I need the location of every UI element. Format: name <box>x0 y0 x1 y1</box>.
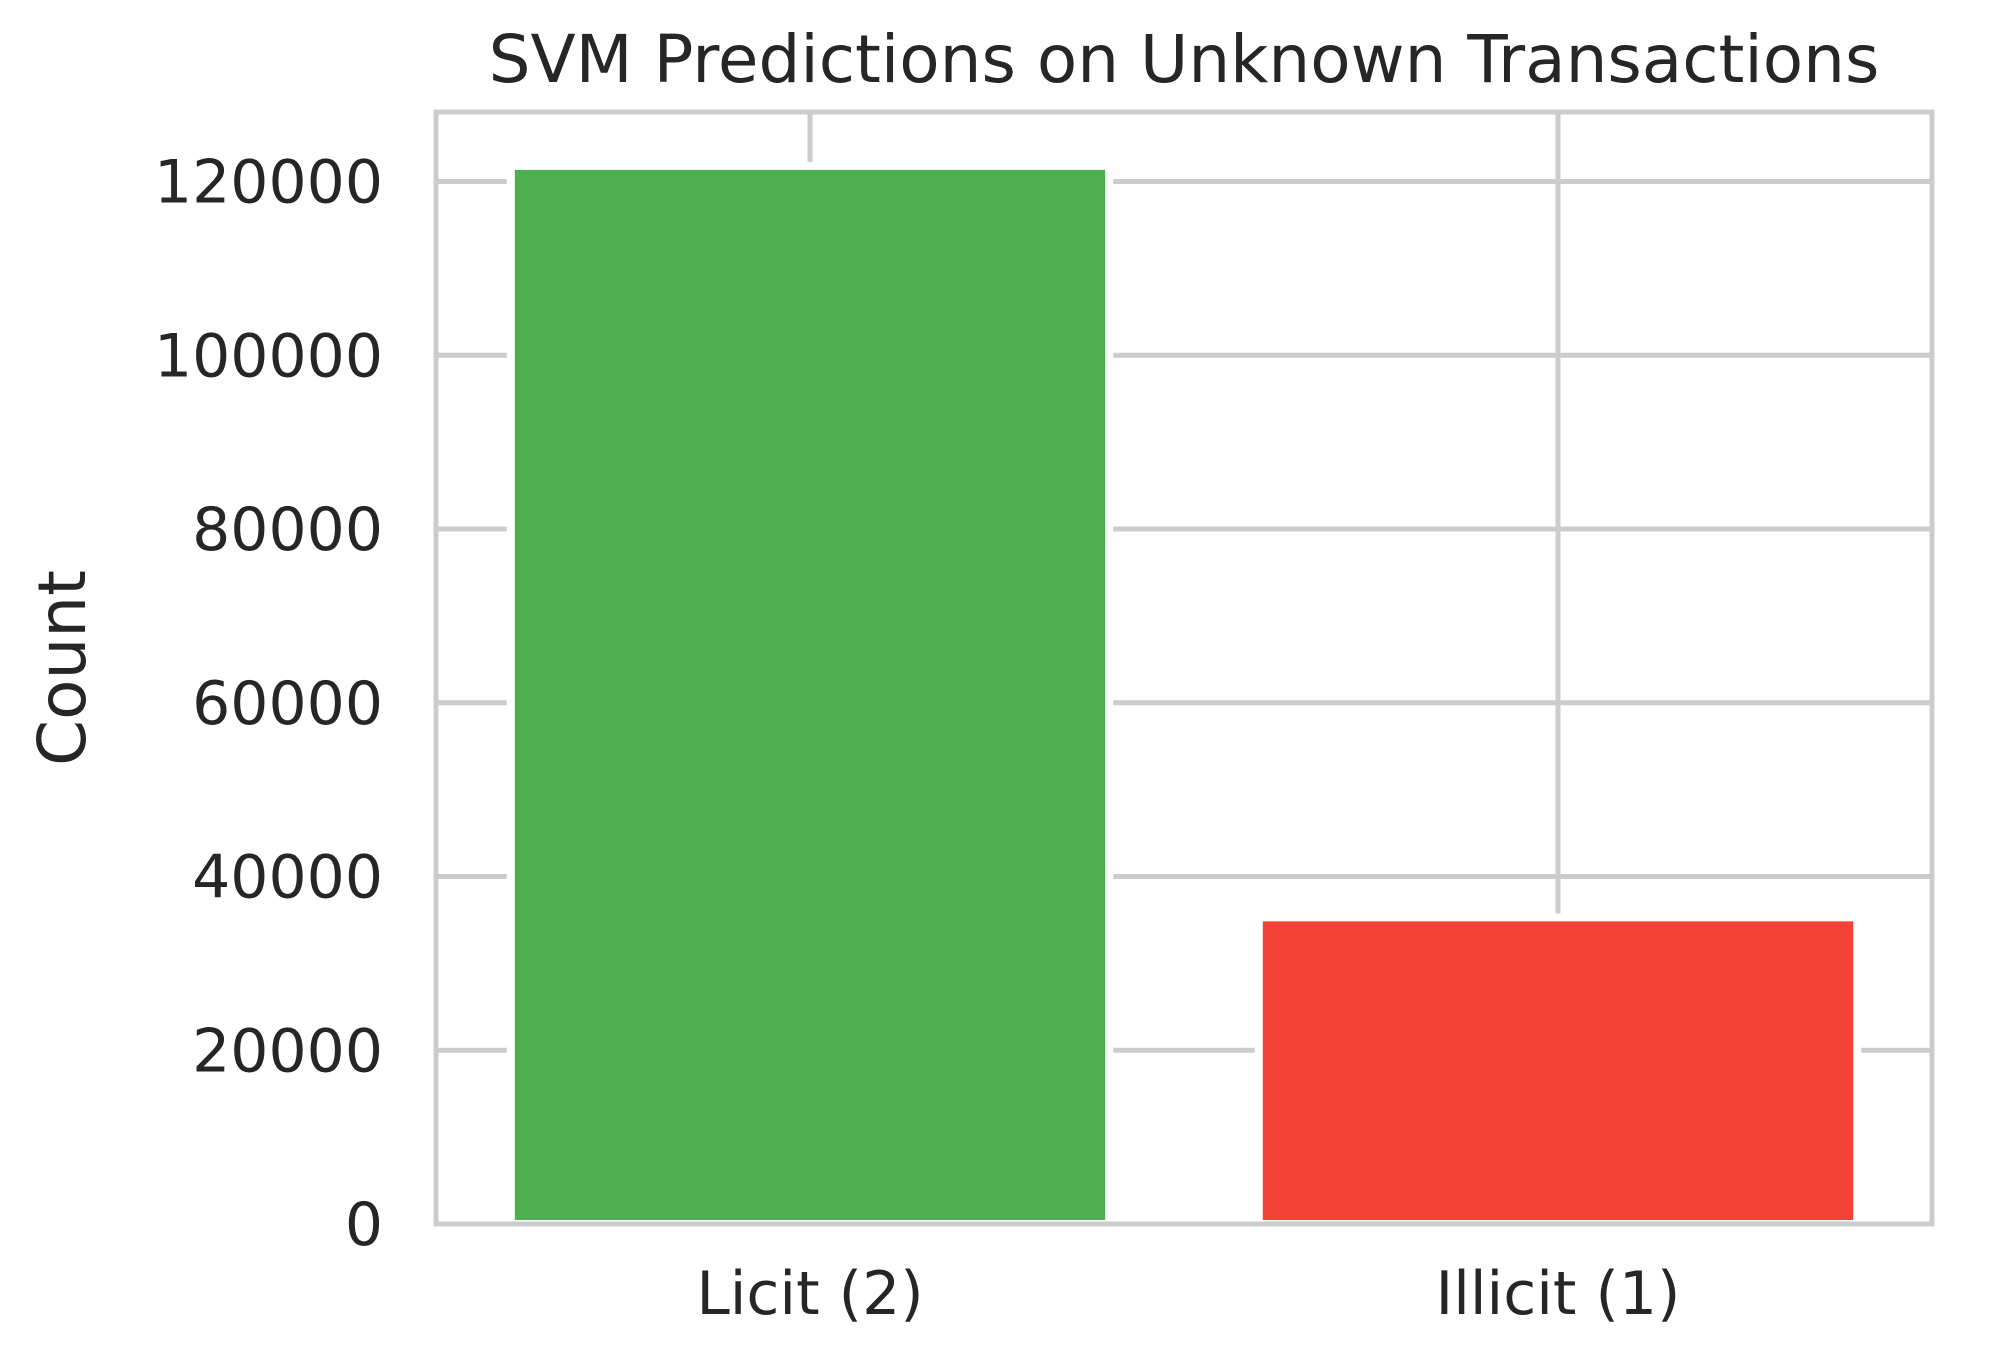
y-tick-label: 80000 <box>192 495 383 565</box>
y-tick-label: 120000 <box>154 148 383 218</box>
y-tick-label: 0 <box>345 1190 383 1260</box>
bar <box>506 161 1114 1228</box>
y-axis-label: Count <box>24 570 101 766</box>
x-axis-ticks: Licit (2) Illicit (1) <box>696 1259 1680 1329</box>
bar <box>1254 913 1862 1228</box>
chart-title: SVM Predictions on Unknown Transactions <box>489 21 1880 98</box>
y-tick-label: 40000 <box>192 843 383 913</box>
x-tick-label: Licit (2) <box>696 1259 923 1329</box>
y-tick-label: 100000 <box>154 321 383 391</box>
bars <box>506 161 1862 1228</box>
y-tick-label: 60000 <box>192 669 383 739</box>
y-axis-ticks: 0 20000 40000 60000 80000 100000 120000 <box>154 148 383 1261</box>
y-tick-label: 20000 <box>192 1016 383 1086</box>
plot-frame <box>433 109 1935 1227</box>
x-tick-label: Illicit (1) <box>1436 1259 1681 1329</box>
